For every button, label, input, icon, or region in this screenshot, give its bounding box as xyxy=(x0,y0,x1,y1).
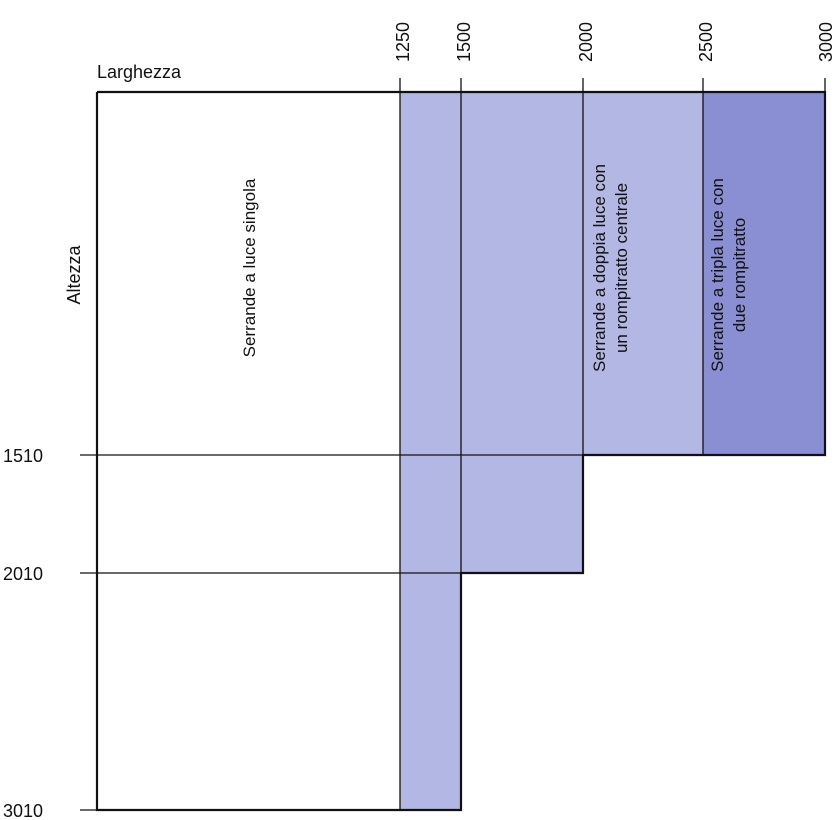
height-tick-label-2010: 2010 xyxy=(3,564,43,584)
height-tick-label-3010: 3010 xyxy=(3,801,43,820)
region-label-double-line2: un rompitratto centrale xyxy=(612,183,631,353)
width-tick-label-2500: 2500 xyxy=(696,22,716,62)
width-tick-label-1250: 1250 xyxy=(393,22,413,62)
width-tick-label-3000: 3000 xyxy=(816,22,835,62)
region-label-double-line1: Serrande a doppia luce con xyxy=(590,164,609,372)
width-axis-title: Larghezza xyxy=(97,62,182,82)
region-label-triple-line2: due rompitratto xyxy=(730,218,749,332)
outline xyxy=(95,90,827,812)
height-axis-title: Altezza xyxy=(64,244,84,304)
region-label-single: Serrande a luce singola xyxy=(240,178,259,357)
fill-triple-span-area xyxy=(703,92,825,455)
width-tick-label-2000: 2000 xyxy=(576,22,596,62)
region-label-triple-line1: Serrande a tripla luce con xyxy=(708,178,727,372)
height-tick-label-1510: 1510 xyxy=(3,446,43,466)
fill-multi-span-area xyxy=(400,92,703,810)
width-tick-label-1500: 1500 xyxy=(454,22,474,62)
diagram-lines xyxy=(80,78,827,812)
